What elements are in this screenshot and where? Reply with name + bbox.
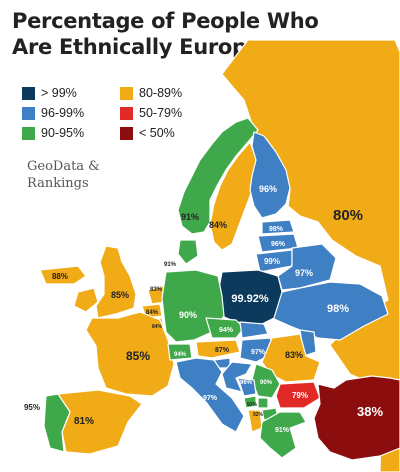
label-ukraine: 98% [327, 303, 349, 315]
legend-swatch [120, 86, 133, 100]
label-hungary: 97% [251, 349, 266, 356]
label-netherlands: 83% [150, 287, 163, 293]
label-spain: 81% [74, 416, 94, 427]
label-iceland: 88% [52, 272, 68, 281]
label-switzerland: 94% [174, 352, 187, 358]
region-uk [95, 245, 137, 319]
label-czechia: 94% [219, 327, 234, 334]
label-denmark: 91% [164, 262, 177, 268]
label-macedonia: 92% [253, 412, 264, 418]
label-austria: 87% [215, 347, 230, 354]
label-latvia: 96% [271, 241, 286, 248]
brand-logo-text: GeoData & Rankings [27, 159, 100, 191]
region-portugal [43, 393, 71, 453]
label-romania: 83% [285, 350, 303, 360]
legend-item-over-99: > 99% [22, 86, 77, 100]
legend-swatch [22, 126, 35, 140]
region-norway [177, 117, 259, 235]
region-estonia [261, 219, 295, 235]
legend-item-90-95: 90-95% [22, 126, 84, 140]
legend-item-under-50: < 50% [120, 126, 175, 140]
region-iceland [39, 265, 87, 285]
region-bosnia [237, 377, 257, 397]
region-slovakia [239, 321, 269, 339]
region-labels: 80% 91% 84% 96% 98% 96% 99% 97% 98% 99.9… [24, 184, 383, 434]
label-serbia: 90% [260, 380, 273, 386]
legend-swatch [120, 106, 133, 120]
legend-swatch [22, 86, 35, 100]
label-lithuania: 99% [264, 257, 280, 266]
label-sweden: 84% [209, 220, 227, 230]
label-france: 85% [126, 349, 150, 363]
region-turkey [313, 375, 400, 461]
label-poland: 99.92% [231, 293, 269, 305]
label-portugal: 95% [24, 403, 40, 412]
region-switzerland [167, 343, 193, 361]
label-croatia: 96% [240, 380, 253, 386]
legend-swatch [22, 106, 35, 120]
region-denmark [177, 239, 199, 265]
region-france [85, 311, 175, 397]
legend-item-80-89: 80-89% [120, 86, 182, 100]
region-ireland [73, 287, 99, 313]
region-ukraine [271, 281, 389, 341]
legend-item-50-79: 50-79% [120, 106, 182, 120]
label-belgium: 84% [146, 310, 159, 316]
region-spain [57, 389, 143, 455]
legend-swatch [120, 126, 133, 140]
region-czechia [205, 317, 245, 339]
label-germany: 90% [179, 310, 197, 320]
region-greece [259, 411, 307, 459]
region-italy [175, 357, 245, 433]
legend-item-96-99: 96-99% [22, 106, 84, 120]
label-luxembourg: 84% [152, 324, 163, 330]
label-italy: 97% [203, 395, 218, 402]
region-romania [261, 333, 321, 383]
legend: > 99% 80-89% 96-99% 50-79% 90-95% < 50% [22, 86, 222, 144]
label-finland: 96% [259, 184, 277, 194]
label-norway: 91% [181, 212, 199, 222]
region-montenegro [243, 395, 257, 409]
region-austria [195, 339, 241, 359]
label-turkey: 38% [357, 404, 383, 419]
region-croatia [221, 361, 253, 393]
label-uk: 85% [111, 290, 129, 300]
title-line-1: Percentage of People Who [12, 9, 319, 33]
label-greece: 91% [275, 427, 290, 434]
region-finland [249, 131, 291, 219]
region-kosovo [257, 397, 269, 409]
label-russia: 80% [333, 207, 363, 224]
label-estonia: 98% [269, 226, 284, 233]
label-belarus: 97% [295, 268, 313, 278]
label-montenegro: 93% [247, 402, 258, 408]
region-bulgaria [275, 381, 321, 409]
label-bulgaria: 79% [292, 391, 308, 400]
